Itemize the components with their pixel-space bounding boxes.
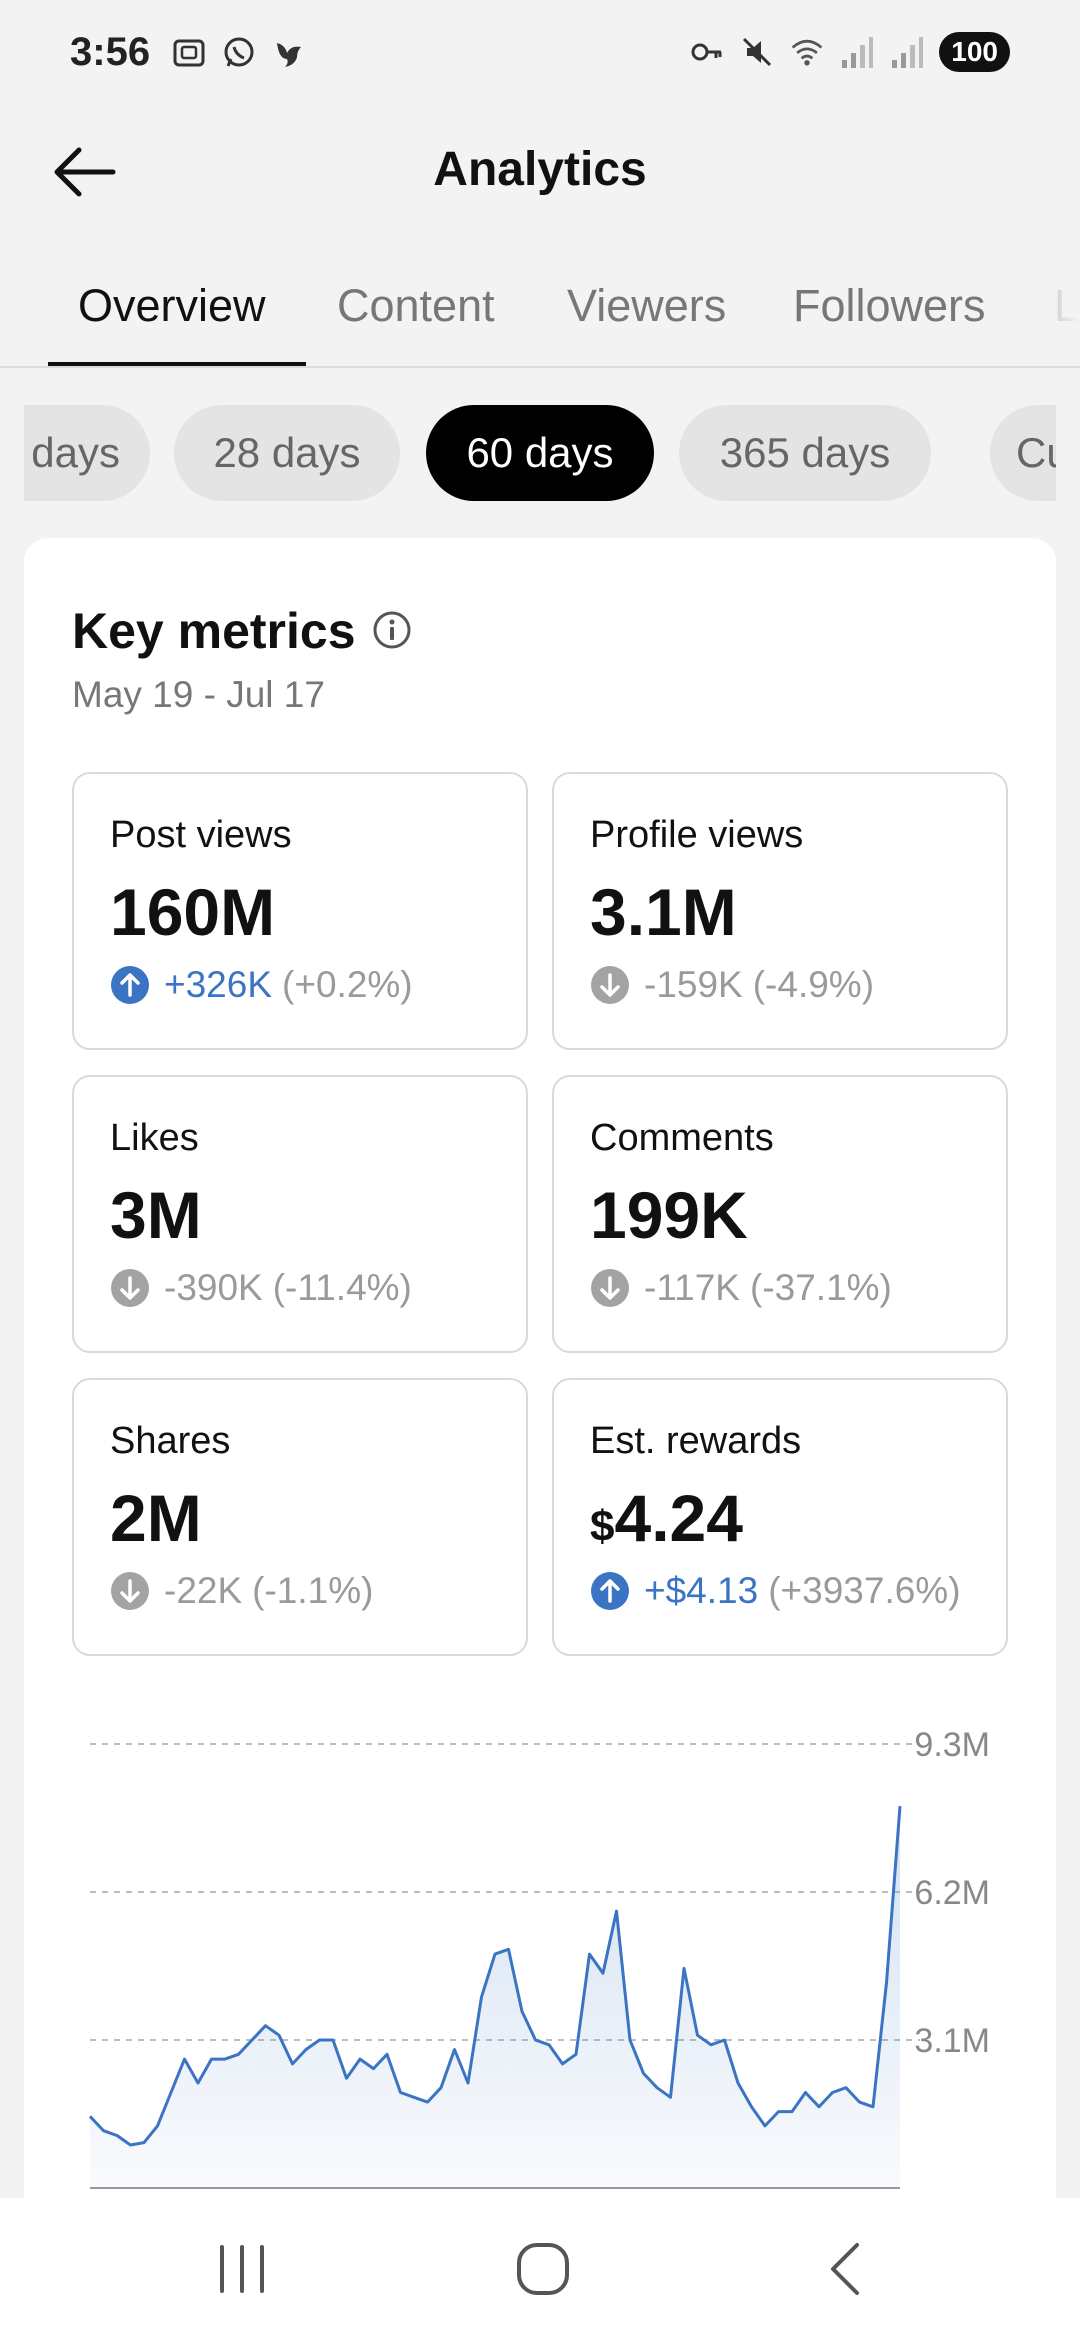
metric-change: -390K (-11.4%)	[110, 1267, 412, 1309]
recent-apps-button[interactable]	[202, 2234, 282, 2304]
signal-icon	[839, 34, 875, 70]
metric-change: -117K (-37.1%)	[590, 1267, 892, 1309]
status-left-icons	[170, 34, 308, 72]
key-icon	[689, 34, 725, 70]
metric-label: Post views	[110, 814, 292, 856]
arrow-down-circle-icon	[111, 1269, 149, 1307]
arrow-left-icon	[54, 147, 116, 197]
metric-tile-post-views[interactable]: Post views 160M +326K (+0.2%)	[72, 772, 528, 1050]
tab-followers[interactable]: Followers	[793, 280, 986, 331]
metric-value-number: 3M	[110, 1178, 202, 1252]
metric-tile-likes[interactable]: Likes 3M -390K (-11.4%)	[72, 1075, 528, 1353]
mute-icon	[739, 34, 775, 70]
metric-delta: -159K	[644, 964, 743, 1005]
chart-tick-label: 3.1M	[914, 2022, 990, 2060]
tabs-fade	[1000, 250, 1080, 366]
post-views-chart: 9.3M 6.2M 3.1M	[88, 1726, 990, 2189]
metric-percent: (-37.1%)	[750, 1267, 892, 1308]
metric-delta: +326K	[164, 964, 273, 1005]
metric-value-number: 160M	[110, 875, 276, 949]
key-metrics-card: Key metrics May 19 - Jul 17 Post views 1…	[24, 538, 1056, 2198]
back-button[interactable]	[44, 142, 124, 202]
arrow-up-circle-icon	[591, 1572, 629, 1610]
metric-tile-shares[interactable]: Shares 2M -22K (-1.1%)	[72, 1378, 528, 1656]
signal-icon	[889, 34, 925, 70]
status-time: 3:56	[70, 30, 151, 74]
metric-percent: (-1.1%)	[252, 1570, 374, 1611]
metric-delta: -117K	[644, 1267, 740, 1308]
metric-value: $4.24	[590, 1480, 743, 1556]
metric-percent: (+0.2%)	[282, 964, 413, 1005]
arrow-up-circle-icon	[111, 966, 149, 1004]
arrow-down-circle-icon	[111, 1572, 149, 1610]
metric-value-number: 2M	[110, 1481, 202, 1555]
metric-label: Profile views	[590, 814, 804, 856]
chart-series-line	[88, 1805, 902, 2147]
back-nav-button[interactable]	[806, 2234, 886, 2304]
recent-apps-icon	[220, 2245, 264, 2293]
metric-value: 160M	[110, 874, 275, 950]
tab-overview[interactable]: Overview	[78, 280, 266, 331]
metric-value: 2M	[110, 1480, 202, 1556]
tab-content[interactable]: Content	[337, 280, 495, 331]
range-chip-60-days[interactable]: 60 days	[426, 405, 654, 501]
info-icon[interactable]	[372, 610, 412, 650]
metric-change: -159K (-4.9%)	[590, 964, 874, 1006]
tab-bar: Overview Content Viewers Followers L	[0, 250, 1080, 368]
screenshot-icon	[170, 34, 208, 72]
tab-viewers[interactable]: Viewers	[567, 280, 727, 331]
header: Analytics	[0, 120, 1080, 220]
home-button[interactable]	[503, 2234, 583, 2304]
metric-percent: (+3937.6%)	[768, 1570, 961, 1611]
metric-percent: (-4.9%)	[752, 964, 875, 1005]
metric-tile-comments[interactable]: Comments 199K -117K (-37.1%)	[552, 1075, 1008, 1353]
metric-change: +326K (+0.2%)	[110, 964, 413, 1006]
chart-tick-label: 9.3M	[914, 1726, 990, 1764]
metric-change: +$4.13 (+3937.6%)	[590, 1570, 961, 1612]
home-icon	[517, 2243, 569, 2295]
metric-percent: (-11.4%)	[272, 1267, 412, 1308]
metric-change: -22K (-1.1%)	[110, 1570, 373, 1612]
status-bar: 3:56 100	[0, 0, 1080, 110]
date-range: May 19 - Jul 17	[72, 674, 325, 715]
key-metrics-title: Key metrics	[72, 603, 356, 659]
metric-label: Likes	[110, 1117, 199, 1159]
arrow-down-circle-icon	[591, 1269, 629, 1307]
metric-currency: $	[590, 1502, 615, 1551]
metric-value: 3.1M	[590, 874, 737, 950]
back-icon	[831, 2243, 859, 2295]
metric-delta: -22K	[164, 1570, 243, 1611]
metric-tile-profile-views[interactable]: Profile views 3.1M -159K (-4.9%)	[552, 772, 1008, 1050]
metric-label: Est. rewards	[590, 1420, 802, 1462]
metric-value: 199K	[590, 1177, 748, 1253]
metric-value-number: 199K	[590, 1178, 748, 1252]
arrow-down-circle-icon	[591, 966, 629, 1004]
range-chip-365-days[interactable]: 365 days	[679, 405, 931, 501]
metric-label: Shares	[110, 1420, 231, 1462]
metric-tile-est-rewards[interactable]: Est. rewards $4.24 +$4.13 (+3937.6%)	[552, 1378, 1008, 1656]
range-chip-28-days[interactable]: 28 days	[174, 405, 400, 501]
metric-value-number: 3.1M	[590, 875, 737, 949]
metric-delta: -390K	[164, 1267, 263, 1308]
wifi-icon	[789, 34, 825, 70]
chart-area-fill	[90, 1806, 900, 2188]
range-chip-days[interactable]: days	[24, 405, 150, 501]
status-right-icons: 100	[689, 32, 1010, 72]
metric-delta: +$4.13	[644, 1570, 759, 1611]
metric-value-number: 4.24	[614, 1481, 743, 1555]
range-chip-custom[interactable]: Cus	[990, 405, 1056, 501]
system-navbar	[0, 2198, 1080, 2340]
range-selector: days 28 days 60 days 365 days Cus	[24, 405, 1056, 505]
battery-indicator: 100	[939, 32, 1010, 72]
metric-value: 3M	[110, 1177, 202, 1253]
metric-label: Comments	[590, 1117, 774, 1159]
bird-icon	[270, 34, 308, 72]
tab-active-indicator	[48, 362, 306, 366]
chart-tick-label: 6.2M	[914, 1874, 990, 1912]
whatsapp-icon	[220, 34, 258, 72]
page-title: Analytics	[433, 143, 647, 196]
